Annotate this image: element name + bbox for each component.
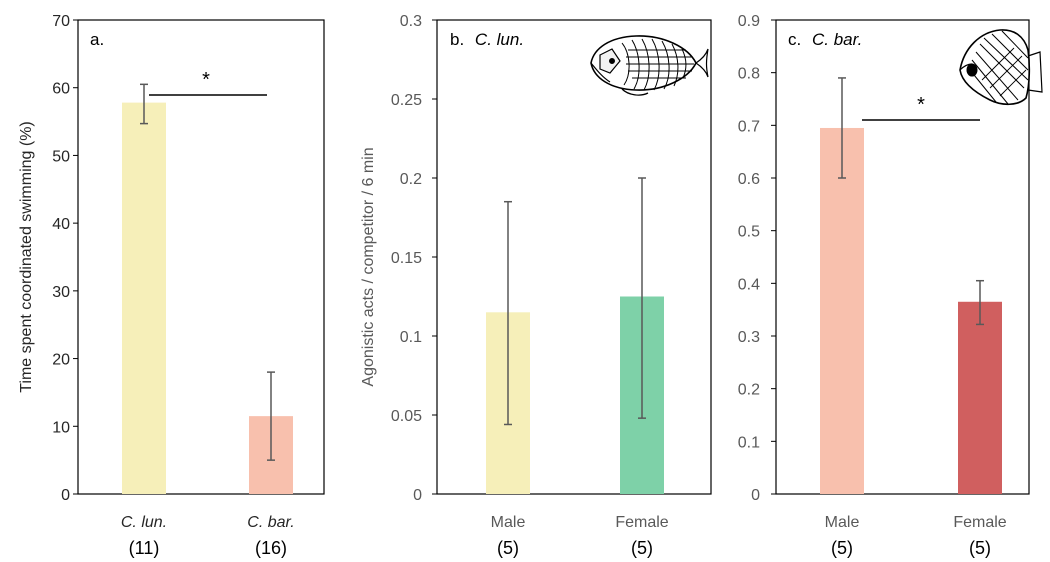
panel-a-error-bars (140, 83, 275, 461)
panel-b-label: b. C. lun. (450, 30, 524, 49)
y-tick-label: 0.4 (738, 276, 760, 293)
y-tick-label: 0.8 (738, 66, 760, 83)
panel-b-categories: Male (5) Female (5) (491, 514, 669, 558)
category-label: C. bar. (247, 514, 294, 531)
y-tick-label: 0.7 (738, 118, 760, 135)
y-tick-label: 10 (52, 419, 70, 436)
category-label: Female (615, 514, 668, 531)
panel-b-y-ticks: 0 0.05 0.1 0.15 0.2 0.25 0.3 (391, 13, 437, 504)
y-tick-label: 0 (413, 487, 422, 504)
panel-c-significance-star: * (917, 94, 925, 116)
sample-size-label: (5) (631, 538, 653, 558)
panel-b-error-bars (504, 177, 646, 426)
y-tick-label: 0.9 (738, 13, 760, 30)
y-tick-label: 0.2 (738, 382, 760, 399)
sample-size-label: (5) (831, 538, 853, 558)
panel-a: a. Time spent coordinated swimming (%) 0… (18, 13, 325, 558)
sample-size-label: (11) (129, 538, 160, 558)
y-tick-label: 0 (61, 487, 70, 504)
panel-b-bars (486, 296, 664, 494)
fish-icon-c-lun (590, 35, 709, 96)
category-label: Male (491, 514, 526, 531)
panel-b-frame (436, 19, 712, 495)
bar-c-lun (122, 102, 166, 495)
bar-female (958, 301, 1002, 494)
y-tick-label: 30 (52, 284, 70, 301)
panel-a-label: a. (90, 30, 104, 49)
sample-size-label: (5) (497, 538, 519, 558)
panel-c-frame (775, 19, 1030, 495)
category-label: C. lun. (121, 514, 167, 531)
panel-a-bars (122, 102, 293, 495)
y-tick-label: 0.25 (391, 92, 422, 109)
panel-c: c. C. bar. 00.10.20.30.40.50.60.70.80.9 … (738, 13, 1043, 558)
panel-c-label: c. C. bar. (788, 30, 862, 49)
panel-c-categories: Male (5) Female (5) (825, 514, 1007, 558)
panel-b-letter: b. (450, 30, 464, 49)
panel-a-frame (77, 19, 325, 495)
y-tick-label: 0.3 (738, 329, 760, 346)
y-tick-label: 40 (52, 216, 70, 233)
panel-c-species: C. bar. (812, 30, 862, 49)
panel-c-bars (820, 127, 1002, 494)
y-tick-label: 0.2 (400, 171, 422, 188)
panel-b-y-axis-label: Agonistic acts / competitor / 6 min (360, 147, 377, 386)
panel-c-letter: c. (788, 30, 801, 49)
panel-c-error-bars (838, 77, 984, 326)
y-tick-label: 0.6 (738, 171, 760, 188)
category-label: Male (825, 514, 860, 531)
y-tick-label: 50 (52, 148, 70, 165)
y-tick-label: 60 (52, 81, 70, 98)
y-tick-label: 20 (52, 352, 70, 369)
panel-a-significance-star: * (202, 69, 210, 91)
panel-c-y-ticks: 0 0.1 0.2 0.3 0.4 0.5 0.6 0.7 0.8 0.9 (738, 13, 776, 504)
y-tick-label: 0.1 (738, 434, 760, 451)
y-tick-label: 0 (751, 487, 760, 504)
sample-size-label: (16) (255, 538, 287, 558)
panel-a-categories: C. lun. (11) C. bar. (16) (121, 514, 295, 558)
fish-icon-c-bar (959, 29, 1043, 106)
panel-b-species: C. lun. (475, 30, 524, 49)
y-tick-label: 0.5 (738, 224, 760, 241)
sample-size-label: (5) (969, 538, 991, 558)
y-tick-label: 0.05 (391, 408, 422, 425)
panel-b: b. C. lun. Agonistic acts / competitor /… (360, 13, 712, 558)
bar-male (820, 127, 864, 494)
category-label: Female (953, 514, 1006, 531)
y-tick-label: 0.15 (391, 250, 422, 267)
y-tick-label: 0.3 (400, 13, 422, 30)
y-tick-label: 70 (52, 13, 70, 30)
panel-a-y-axis-label: Time spent coordinated swimming (%) (18, 121, 35, 393)
y-tick-label: 0.1 (400, 329, 422, 346)
panel-a-y-ticks: 0 10 20 30 40 50 60 70 (52, 13, 78, 504)
